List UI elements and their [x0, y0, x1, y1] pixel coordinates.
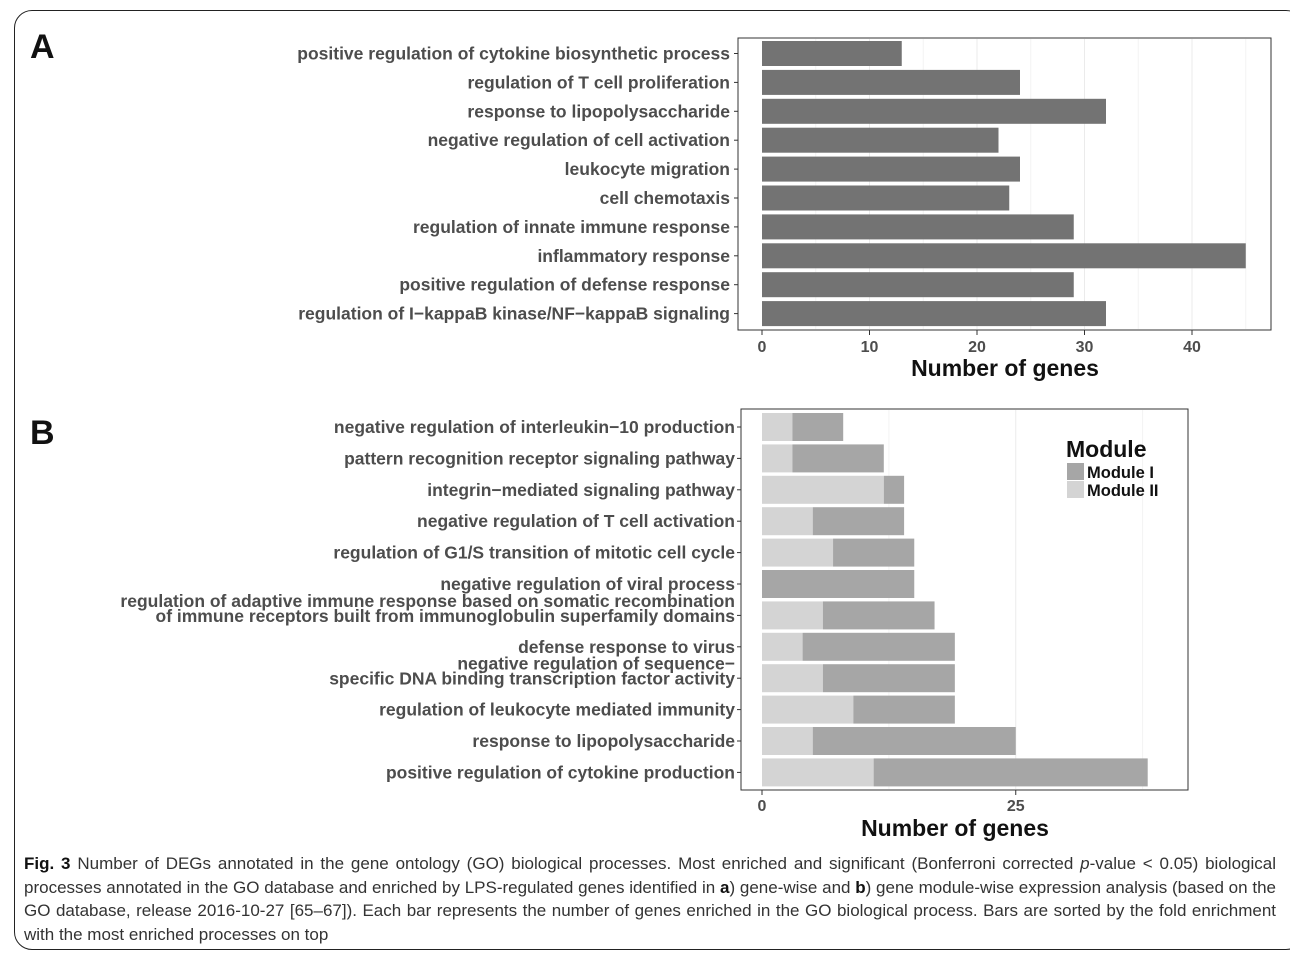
bar	[762, 214, 1074, 240]
category-label: pattern recognition receptor signaling p…	[344, 448, 735, 468]
category-label: regulation of G1/S transition of mitotic…	[333, 543, 735, 563]
bar	[762, 69, 1020, 95]
bar	[762, 272, 1074, 298]
bar-segment	[762, 570, 915, 598]
panel-b-plot-area	[740, 408, 1189, 791]
bar-segment	[812, 507, 905, 536]
category-label: regulation of I−kappaB kinase/NF−kappaB …	[298, 304, 730, 324]
category-label: negative regulation of cell activation	[428, 130, 730, 150]
panel-a-x-ticks: 0 10 20 30 40	[758, 330, 1201, 356]
bar-segment	[883, 475, 905, 504]
figure-frame	[14, 10, 1290, 950]
bar-segment	[762, 664, 823, 693]
legend-label-module-i: Module I	[1087, 464, 1154, 482]
bar-segment	[822, 664, 955, 693]
bar-segment	[833, 538, 915, 567]
caption-text-4: ) gene module-wise expression analysis (…	[24, 877, 1276, 944]
bar-segment	[802, 632, 955, 661]
category-label: regulation of innate immune response	[413, 217, 730, 237]
panel-a-x-axis-title: Number of genes	[911, 355, 1099, 381]
category-label: negative regulation of viral process	[440, 574, 735, 594]
bar-segment	[822, 601, 935, 630]
panel-a-category-labels: positive regulation of cytokine biosynth…	[297, 44, 738, 324]
panel-b-bars	[762, 413, 1148, 787]
bar-segment	[762, 727, 813, 755]
category-label: regulation of adaptive immune response b…	[120, 591, 735, 611]
figure-caption: Fig. 3 Number of DEGs annotated in the g…	[24, 852, 1276, 946]
category-label: specific DNA binding transcription facto…	[329, 669, 735, 689]
category-label: regulation of T cell proliferation	[467, 72, 730, 92]
panel-b-category-labels: negative regulation of interleukin−10 pr…	[120, 417, 741, 782]
bar	[762, 185, 1010, 211]
bar	[762, 98, 1106, 124]
x-tick-label: 30	[1076, 339, 1094, 356]
x-tick-label: 0	[758, 798, 767, 815]
bar-segment	[762, 538, 834, 567]
x-tick-label: 0	[758, 339, 767, 356]
bar-segment	[792, 444, 884, 473]
category-label: positive regulation of defense response	[399, 275, 730, 295]
panel-a-bars	[762, 41, 1246, 327]
figure-canvas: A positive regulation of cytokine biosyn…	[30, 28, 1272, 841]
bar-segment	[812, 727, 1016, 755]
caption-text-1: Number of DEGs annotated in the gene ont…	[70, 854, 1081, 873]
caption-p: p	[1080, 854, 1090, 873]
category-label: inflammatory response	[537, 246, 730, 266]
caption-text-2: -value < 0.05) biological processes anno…	[24, 854, 1276, 897]
panel-b-gridlines	[888, 410, 1144, 789]
x-tick-label: 10	[861, 339, 879, 356]
bar-segment	[792, 413, 844, 441]
caption-text-3: ) gene-wise and	[729, 877, 856, 897]
x-tick-label: 40	[1183, 339, 1201, 356]
category-label: positive regulation of cytokine producti…	[386, 762, 735, 782]
bar	[762, 243, 1246, 269]
bar-segment	[762, 695, 854, 724]
bar-segment	[762, 601, 823, 630]
category-label: response to lipopolysaccharide	[467, 101, 730, 121]
category-label: negative regulation of sequence−	[457, 654, 735, 674]
category-label: leukocyte migration	[565, 159, 730, 179]
category-label: negative regulation of interleukin−10 pr…	[334, 417, 735, 437]
category-label: positive regulation of cytokine biosynth…	[297, 44, 730, 64]
category-label: of immune receptors built from immunoglo…	[156, 606, 736, 626]
panel-b-legend: Module Module I Module II	[1066, 436, 1159, 500]
panel-a-letter: A	[30, 28, 55, 66]
bar-segment	[762, 413, 793, 441]
bar-segment	[762, 758, 874, 787]
caption-label: Fig. 3	[24, 854, 71, 873]
caption-b: b	[855, 877, 866, 897]
legend-title: Module	[1066, 436, 1147, 462]
bar	[762, 156, 1020, 182]
category-label: regulation of leukocyte mediated immunit…	[379, 700, 735, 720]
category-label: cell chemotaxis	[600, 188, 731, 208]
panel-b-x-axis-title: Number of genes	[861, 815, 1049, 841]
x-tick-label: 25	[1007, 798, 1025, 815]
panel-b-x-ticks: 0 25	[758, 790, 1025, 815]
legend-label-module-ii: Module II	[1087, 482, 1159, 500]
bar	[762, 301, 1106, 327]
caption-a: a	[720, 877, 730, 897]
category-label: integrin−mediated signaling pathway	[427, 480, 735, 500]
legend-swatch-module-i	[1067, 463, 1084, 480]
category-label: response to lipopolysaccharide	[472, 731, 735, 751]
bar-segment	[762, 507, 813, 536]
bar	[762, 127, 999, 153]
bar-segment	[762, 444, 793, 473]
legend-swatch-module-ii	[1067, 481, 1084, 498]
bar-segment	[853, 695, 955, 724]
bar-segment	[762, 475, 884, 504]
category-label: negative regulation of T cell activation	[417, 511, 735, 531]
bar-segment	[873, 758, 1148, 787]
category-label: defense response to virus	[518, 637, 735, 657]
x-tick-label: 20	[968, 339, 986, 356]
panel-b-letter: B	[30, 414, 55, 452]
bar-segment	[762, 632, 803, 661]
bar	[762, 41, 902, 66]
